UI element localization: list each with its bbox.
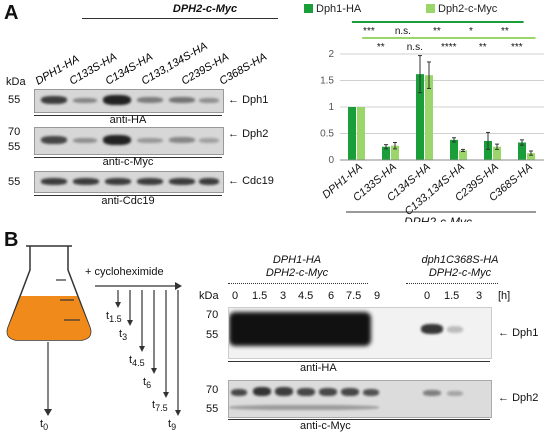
blot-dph2-a [34, 127, 224, 155]
marker-55-blot3: 55 [8, 176, 21, 188]
band-label-dph1-b: ← Dph1 [498, 327, 539, 339]
sig-top-label: *** [363, 26, 375, 37]
y-tick-label: 0.5 [320, 129, 334, 140]
sig-bottom-label: *** [511, 42, 523, 53]
bar [527, 153, 535, 160]
marker-55-b2: 55 [206, 403, 219, 415]
group2-rule [406, 283, 498, 285]
group1-line1: DPH1-HA [272, 254, 322, 266]
rule-anti-myc-a [34, 157, 222, 158]
antibody-anti-ha-b: anti-HA [300, 362, 337, 374]
legend-label: Dph1-HA [316, 3, 362, 15]
bar [459, 150, 467, 160]
bar [357, 107, 365, 160]
sig-top-label: * [469, 26, 473, 37]
bar [416, 74, 424, 160]
rule-anti-cdc19-a [34, 195, 222, 196]
legend-swatch [426, 4, 435, 13]
sig-bottom-label: n.s. [407, 42, 423, 53]
t6-label: t6 [143, 376, 152, 391]
legend-swatch [304, 4, 313, 13]
y-tick-label: 2 [328, 49, 334, 60]
band-label-cdc19-a: ← Cdc19 [228, 175, 274, 187]
bar [493, 146, 501, 160]
band-label-dph1-a: ← Dph1 [228, 94, 269, 106]
marker-55-blot2: 55 [8, 141, 21, 153]
bar [382, 146, 390, 160]
lane-labels: DPH1-HA C133S-HA C134S-HA C133,134S-HA C… [0, 0, 290, 105]
kda-label-a: kDa [6, 76, 26, 88]
antibody-anti-myc-b: anti-c-Myc [300, 420, 351, 432]
blot-dph1-a [34, 89, 224, 113]
marker-55-b1: 55 [206, 329, 219, 341]
flask-diagram [6, 245, 182, 416]
band-name-dph1-a: Dph1 [242, 94, 269, 106]
group1-rule [228, 283, 368, 285]
bar [348, 107, 356, 160]
category-label: C133,134S-HA [403, 161, 467, 218]
timepoint-arrows [117, 290, 179, 412]
antibody-anti-ha-a: anti-HA [109, 114, 147, 126]
sig-top-label: ** [433, 26, 441, 37]
t0-label: t0 [40, 418, 49, 433]
sig-top-label: ** [501, 26, 509, 37]
sig-bottom-label: **** [441, 42, 457, 53]
bar [484, 140, 492, 160]
rule-anti-ha-b [228, 361, 490, 363]
panel-letter-a: A [4, 2, 19, 24]
t4-5-label: t4.5 [129, 354, 145, 369]
blot-dph2-b [228, 380, 492, 418]
t9-label: t9 [168, 418, 177, 433]
legend-label: Dph2-c-Myc [438, 3, 498, 15]
t1-5-label: t1.5 [106, 310, 122, 325]
sig-bottom-label: ** [377, 42, 385, 53]
rule-anti-myc-b [228, 419, 490, 420]
marker-70-b1: 70 [206, 309, 219, 321]
lane-label-svg: DPH1-HA C133S-HA C134S-HA C133,134S-HA C… [34, 40, 270, 87]
rule-anti-ha-a [34, 115, 222, 116]
cycloheximide-label: + cycloheximide [85, 266, 164, 278]
bar [518, 142, 526, 160]
marker-70-blot2: 70 [8, 126, 21, 138]
header-rule [82, 18, 278, 19]
antibody-anti-cdc19-a: anti-Cdc19 [101, 195, 155, 207]
bar [391, 145, 399, 160]
y-tick-label: 1 [328, 102, 334, 113]
kda-label-b: kDa [199, 290, 219, 302]
band-name-dph2-a: Dph2 [242, 128, 269, 140]
flask-icon [6, 245, 92, 341]
y-tick-label: 1.5 [320, 76, 334, 87]
chart-group-label: DPH2-c-Myc [404, 215, 472, 222]
blot-cdc19-a [34, 171, 224, 193]
marker-70-b2: 70 [206, 384, 219, 396]
sig-bottom-label: ** [479, 42, 487, 53]
group2-line2: DPH2-c-Myc [428, 267, 492, 279]
panel-letter-b: B [4, 229, 19, 251]
sig-top-label: n.s. [395, 26, 411, 37]
band-name-cdc19-a: Cdc19 [242, 175, 274, 187]
dph2-header: DPH2-c-Myc [172, 3, 238, 15]
y-tick-label: 0 [328, 155, 334, 166]
t7-5-label: t7.5 [152, 399, 168, 414]
group2-line1: dph1C368S-HA [421, 254, 499, 266]
blot-dph1-b [228, 307, 492, 359]
group1-line2: DPH2-c-Myc [265, 267, 329, 279]
band-label-dph2-a: ← Dph2 [228, 128, 269, 140]
bar [450, 139, 458, 160]
bar [425, 75, 433, 160]
marker-55-blot1: 55 [8, 94, 21, 106]
band-label-dph2-b: ← Dph2 [498, 392, 539, 404]
antibody-anti-myc-a: anti-c-Myc [102, 156, 154, 168]
t3-label: t3 [119, 328, 128, 343]
